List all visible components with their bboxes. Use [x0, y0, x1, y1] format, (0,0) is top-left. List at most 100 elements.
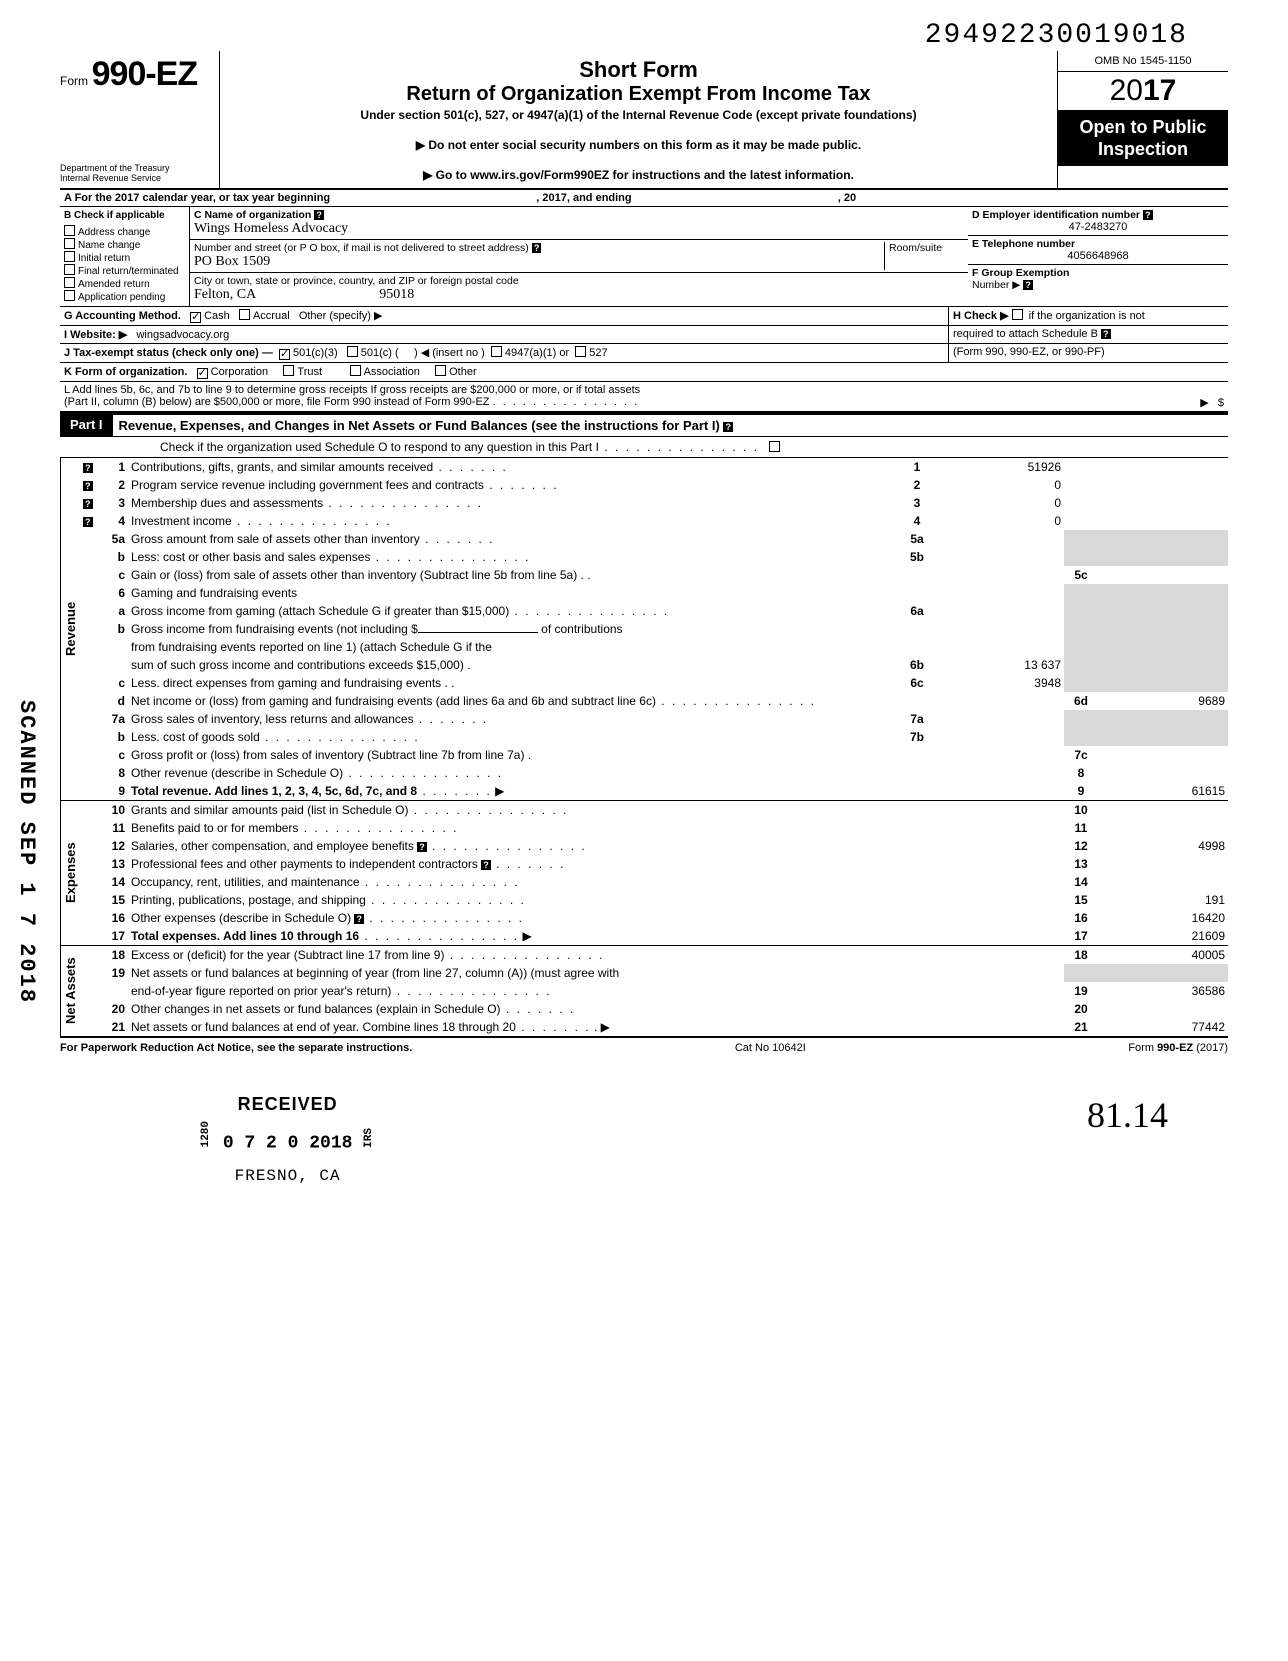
g-accrual: Accrual — [253, 310, 290, 322]
help-icon: ? — [354, 914, 364, 924]
l-dollar: $ — [1218, 397, 1224, 409]
ln5a-desc: Gross amount from sale of assets other t… — [131, 532, 420, 546]
ln4-box: 4 — [900, 512, 934, 530]
identity-block: B Check if applicable Address change Nam… — [60, 207, 1228, 307]
ln6a-mb: 6a — [900, 602, 934, 620]
ln2-num: 2 — [100, 476, 128, 494]
h-text4: (Form 990, 990-EZ, or 990-PF) — [953, 346, 1105, 358]
j-501c: 501(c) ( — [361, 347, 399, 359]
ln6a-num: a — [100, 602, 128, 620]
ln14-num: 14 — [100, 873, 128, 891]
revenue-side-label: Revenue — [60, 458, 80, 800]
net-assets-table: 18Excess or (deficit) for the year (Subt… — [80, 946, 1228, 1036]
org-street: PO Box 1509 — [194, 254, 270, 269]
ln16-box: 16 — [1064, 909, 1098, 927]
ln14-val — [1098, 873, 1228, 891]
received-date: 0 7 2 0 2018 — [223, 1133, 353, 1153]
chk-527[interactable] — [575, 346, 586, 357]
chk-initial-return[interactable] — [64, 251, 75, 262]
ln1-desc: Contributions, gifts, grants, and simila… — [131, 460, 433, 474]
ln7c-val — [1098, 746, 1228, 764]
line-a-begin: A For the 2017 calendar year, or tax yea… — [64, 192, 330, 204]
chk-other-org[interactable] — [435, 365, 446, 376]
ln7c-box: 7c — [1064, 746, 1098, 764]
stamp-area: RECEIVED 1280 0 7 2 0 2018 IRS FRESNO, C… — [60, 1094, 1228, 1185]
ln12-num: 12 — [100, 837, 128, 855]
l-line1: L Add lines 5b, 6c, and 7b to line 9 to … — [64, 384, 1224, 396]
part-i-header: Part I Revenue, Expenses, and Changes in… — [60, 413, 1228, 437]
net-assets-side-label: Net Assets — [60, 946, 80, 1036]
e-label: E Telephone number — [972, 238, 1075, 250]
ln2-val: 0 — [934, 476, 1064, 494]
ln19-d2: end-of-year figure reported on prior yea… — [131, 984, 391, 998]
j-4947: 4947(a)(1) or — [505, 347, 569, 359]
ln18-val: 40005 — [1098, 946, 1228, 964]
ln9-desc: Total revenue. Add lines 1, 2, 3, 4, 5c,… — [131, 784, 417, 798]
k-assoc: Association — [364, 366, 420, 378]
l-arrow: ▶ — [1200, 397, 1208, 409]
chk-name-change[interactable] — [64, 238, 75, 249]
chk-cash[interactable] — [190, 312, 201, 323]
b-address-change: Address change — [78, 227, 150, 238]
chk-501c3[interactable] — [279, 349, 290, 360]
org-name: Wings Homeless Advocacy — [194, 221, 348, 236]
f-label2: Number ▶ — [972, 279, 1020, 291]
part-i-check-text: Check if the organization used Schedule … — [160, 440, 599, 454]
ln6c-mv: 3948 — [934, 674, 1064, 692]
help-icon: ? — [83, 517, 93, 527]
ln6-num: 6 — [100, 584, 128, 602]
chk-trust[interactable] — [283, 365, 294, 376]
j-501c3: 501(c)(3) — [293, 347, 338, 359]
form-number: 990-EZ — [92, 55, 198, 93]
ln6d-val: 9689 — [1098, 692, 1228, 710]
ln5a-mv — [934, 530, 1064, 548]
year-bold: 17 — [1143, 74, 1176, 107]
received-city: FRESNO, CA — [200, 1167, 375, 1185]
ln5b-mb: 5b — [900, 548, 934, 566]
row-j: J Tax-exempt status (check only one) — 5… — [60, 344, 1228, 363]
ln18-num: 18 — [100, 946, 128, 964]
ln10-desc: Grants and similar amounts paid (list in… — [131, 803, 408, 817]
ln17-desc: Total expenses. Add lines 10 through 16 — [131, 929, 359, 943]
chk-final-return[interactable] — [64, 264, 75, 275]
document-number: 29492230019018 — [60, 20, 1228, 51]
ln3-val: 0 — [934, 494, 1064, 512]
city-label: City or town, state or province, country… — [194, 275, 519, 287]
net-assets-section: Net Assets 18Excess or (deficit) for the… — [60, 946, 1228, 1037]
help-icon: ? — [532, 243, 542, 253]
ln8-box: 8 — [1064, 764, 1098, 782]
ln7b-desc: Less. cost of goods sold — [131, 730, 260, 744]
ln12-desc: Salaries, other compensation, and employ… — [131, 839, 414, 853]
ln9-box: 9 — [1064, 782, 1098, 800]
chk-corporation[interactable] — [197, 368, 208, 379]
k-other: Other — [449, 366, 477, 378]
chk-accrual[interactable] — [239, 309, 250, 320]
ln12-val: 4998 — [1098, 837, 1228, 855]
k-corp: Corporation — [211, 366, 268, 378]
chk-amended[interactable] — [64, 277, 75, 288]
chk-address-change[interactable] — [64, 225, 75, 236]
ln14-box: 14 — [1064, 873, 1098, 891]
ln13-val — [1098, 855, 1228, 873]
ln19-num: 19 — [100, 964, 128, 982]
form-title: Return of Organization Exempt From Incom… — [230, 83, 1047, 106]
received-label: RECEIVED — [200, 1094, 375, 1115]
h-check: H Check ▶ — [953, 310, 1009, 322]
ln16-num: 16 — [100, 909, 128, 927]
ln6c-num: c — [100, 674, 128, 692]
chk-association[interactable] — [350, 365, 361, 376]
chk-4947[interactable] — [491, 346, 502, 357]
signature: 81.14 — [1087, 1094, 1168, 1185]
ln3-desc: Membership dues and assessments — [131, 496, 323, 510]
ln18-desc: Excess or (deficit) for the year (Subtra… — [131, 948, 444, 962]
i-label: I Website: ▶ — [64, 329, 127, 341]
chk-no-schedule-b[interactable] — [1012, 309, 1023, 320]
ln16-desc: Other expenses (describe in Schedule O) — [131, 911, 351, 925]
ln20-val — [1098, 1000, 1228, 1018]
chk-pending[interactable] — [64, 290, 75, 301]
chk-501c[interactable] — [347, 346, 358, 357]
ln3-num: 3 — [100, 494, 128, 512]
chk-schedule-o[interactable] — [769, 441, 780, 452]
ln17-box: 17 — [1064, 927, 1098, 945]
l-line2: (Part II, column (B) below) are $500,000… — [64, 396, 490, 408]
